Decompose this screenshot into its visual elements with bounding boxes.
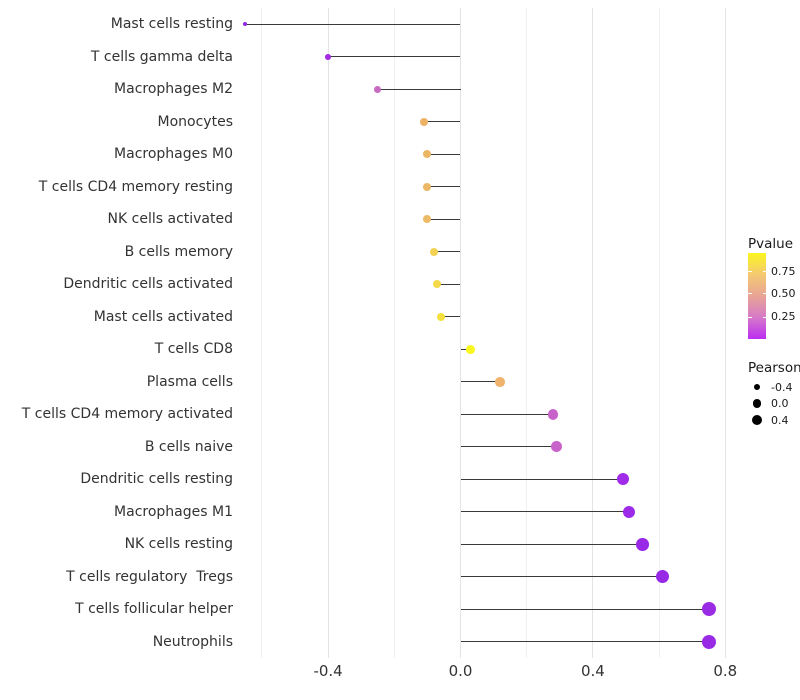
pvalue-gradient-bar <box>748 253 766 339</box>
pvalue-tick-label: 0.75 <box>771 264 796 278</box>
y-axis-label: B cells naive <box>144 438 233 455</box>
y-axis-label: Plasma cells <box>146 373 233 390</box>
data-point <box>423 215 432 224</box>
lollipop-stem <box>427 218 461 220</box>
pvalue-tick-mark <box>748 316 752 318</box>
pvalue-tick-label: 0.50 <box>771 286 796 300</box>
lollipop-stem <box>434 251 461 253</box>
y-axis-label: Neutrophils <box>152 633 233 650</box>
x-axis-tick-label: 0.0 <box>448 662 473 680</box>
y-axis-label: NK cells resting <box>124 536 233 553</box>
data-point <box>636 538 649 551</box>
lollipop-stem <box>460 446 557 448</box>
gridline-major <box>460 8 461 658</box>
data-point <box>616 473 629 486</box>
data-point <box>551 441 562 453</box>
y-axis-label: Monocytes <box>157 113 233 130</box>
data-point <box>243 22 248 27</box>
y-axis-label: T cells follicular helper <box>75 601 233 618</box>
y-axis-label: Mast cells resting <box>110 16 233 33</box>
y-axis-label: B cells memory <box>124 243 233 260</box>
data-point <box>423 182 432 191</box>
x-axis-tick-label: 0.8 <box>713 662 738 680</box>
y-axis-label: Macrophages M2 <box>114 81 233 98</box>
x-axis-tick-label: -0.4 <box>313 662 343 680</box>
lollipop-stem <box>460 511 630 513</box>
pvalue-tick-mark <box>762 293 766 295</box>
data-point <box>436 312 445 321</box>
pvalue-tick-mark <box>748 271 752 273</box>
lollipop-stem <box>427 186 461 188</box>
y-axis-label: Mast cells activated <box>93 308 233 325</box>
data-point <box>433 280 442 289</box>
gridline-minor <box>526 8 528 658</box>
gridline-major <box>724 8 726 658</box>
pearson-legend-dot <box>751 414 763 426</box>
gridline-major <box>592 8 594 658</box>
pearson-legend-label: -0.4 <box>771 380 793 394</box>
data-point <box>374 85 382 93</box>
lollipop-stem <box>460 608 709 610</box>
y-axis-label: T cells CD4 memory resting <box>38 178 233 195</box>
data-point <box>420 117 428 126</box>
data-point <box>701 634 716 649</box>
y-axis-label: Macrophages M1 <box>114 503 233 520</box>
pearson-legend-label: 0.4 <box>771 413 789 427</box>
data-point <box>325 53 331 60</box>
y-axis-label: Dendritic cells resting <box>80 471 233 488</box>
lollipop-stem <box>460 413 554 415</box>
lollipop-stem <box>427 153 461 155</box>
pvalue-legend-title: Pvalue <box>748 236 794 252</box>
lollipop-stem <box>460 348 471 350</box>
lollipop-stem <box>460 543 643 545</box>
y-axis-label: T cells regulatory Tregs <box>66 568 233 585</box>
data-point <box>495 377 505 387</box>
lollipop-stem <box>440 316 461 318</box>
lollipop-stem <box>328 56 461 58</box>
y-axis-label: T cells CD8 <box>154 341 233 358</box>
x-axis-tick-label: 0.4 <box>580 662 605 680</box>
lollipop-stem <box>245 23 461 25</box>
lollipop-stem <box>377 88 461 90</box>
lollipop-stem <box>460 641 709 643</box>
data-point <box>701 602 716 617</box>
pearson-legend-title: Pearson <box>748 360 800 376</box>
y-axis-label: Macrophages M0 <box>114 146 233 163</box>
pvalue-tick-mark <box>748 293 752 295</box>
lollipop-stem <box>460 478 623 480</box>
lollipop-stem <box>460 381 501 383</box>
gridline-minor <box>658 8 660 658</box>
gridline-major <box>327 8 329 658</box>
pvalue-tick-mark <box>762 271 766 273</box>
y-axis-label: T cells gamma delta <box>90 48 233 65</box>
lollipop-stem <box>460 576 663 578</box>
pvalue-tick-mark <box>762 316 766 318</box>
data-point <box>655 570 669 584</box>
pearson-legend-label: 0.0 <box>771 397 789 410</box>
data-point <box>547 408 559 420</box>
y-axis-label: Dendritic cells activated <box>63 276 233 293</box>
pearson-legend-dot <box>753 383 761 391</box>
pearson-legend-dot <box>752 399 762 408</box>
gridline-minor <box>261 8 263 658</box>
data-point <box>430 247 439 256</box>
y-axis-label: NK cells activated <box>107 211 233 228</box>
data-point <box>466 344 475 354</box>
data-point <box>623 505 636 518</box>
data-point <box>423 150 432 159</box>
lollipop-stem <box>437 283 461 285</box>
pvalue-tick-label: 0.25 <box>771 310 796 324</box>
lollipop-stem <box>424 121 461 123</box>
y-axis-label: T cells CD4 memory activated <box>21 406 233 423</box>
gridline-minor <box>393 8 395 658</box>
